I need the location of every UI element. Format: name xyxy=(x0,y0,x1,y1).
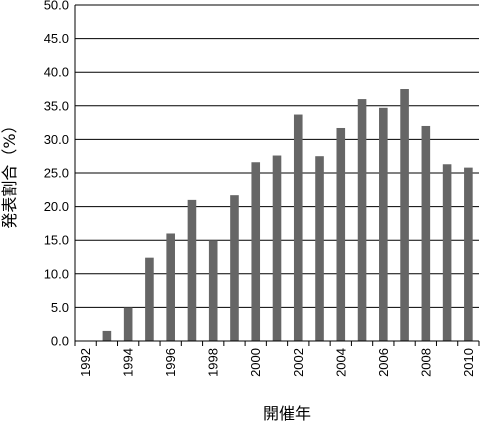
x-axis-title: 開催年 xyxy=(263,404,311,423)
x-tick-labels: 1992 1994 1996 1998 2000 2002 2004 2006 2008 2010 xyxy=(78,348,476,377)
x-tick-label: 2008 xyxy=(418,348,433,377)
bar-1997 xyxy=(187,199,197,341)
x-tick-label: 2006 xyxy=(376,348,391,377)
x-tick-label: 2000 xyxy=(248,348,263,377)
bar-2004 xyxy=(336,127,346,341)
y-tick-label: 35.0 xyxy=(44,98,69,113)
bars xyxy=(102,89,473,342)
bar-1994 xyxy=(123,307,133,341)
bar-2008 xyxy=(421,125,431,342)
y-tick-label: 50.0 xyxy=(44,0,69,13)
bar-2001 xyxy=(272,155,282,341)
x-tick-label: 1994 xyxy=(121,348,136,377)
bar-2005 xyxy=(357,99,367,341)
bar-2009 xyxy=(442,164,452,341)
bar-2003 xyxy=(315,156,324,341)
y-tick-label: 20.0 xyxy=(44,199,69,214)
y-tick-label: 15.0 xyxy=(44,233,69,248)
bar-1996 xyxy=(166,233,175,341)
x-tick-label: 1998 xyxy=(206,348,221,377)
y-axis-title: 発表割合（%） xyxy=(0,117,19,228)
bar-1998 xyxy=(208,240,218,341)
y-tick-label: 0.0 xyxy=(51,334,69,349)
bar-2002 xyxy=(293,114,303,341)
y-tick-label: 40.0 xyxy=(44,65,69,80)
y-tick-label: 30.0 xyxy=(44,132,69,147)
y-tick-label: 10.0 xyxy=(44,266,69,281)
bar-2010 xyxy=(464,167,473,341)
y-tick-label: 45.0 xyxy=(44,31,69,46)
x-tick-label: 2004 xyxy=(333,348,348,377)
bar-1999 xyxy=(230,195,239,341)
bar-2000 xyxy=(251,162,261,341)
axes xyxy=(74,5,480,346)
y-tick-label: 5.0 xyxy=(51,300,69,315)
x-tick-label: 2010 xyxy=(461,348,476,377)
bar-2006 xyxy=(379,107,388,341)
y-tick-labels: 0.0 5.0 10.0 15.0 20.0 25.0 30.0 35.0 40.0 45.0 50… xyxy=(44,0,69,349)
x-tick-label: 1992 xyxy=(78,348,93,377)
bar-2007 xyxy=(400,89,409,341)
bar-1995 xyxy=(145,257,154,341)
x-tick-label: 1996 xyxy=(163,348,178,377)
y-tick-label: 25.0 xyxy=(44,166,69,181)
x-tick-label: 2002 xyxy=(291,348,306,377)
bar-1993 xyxy=(102,330,112,341)
